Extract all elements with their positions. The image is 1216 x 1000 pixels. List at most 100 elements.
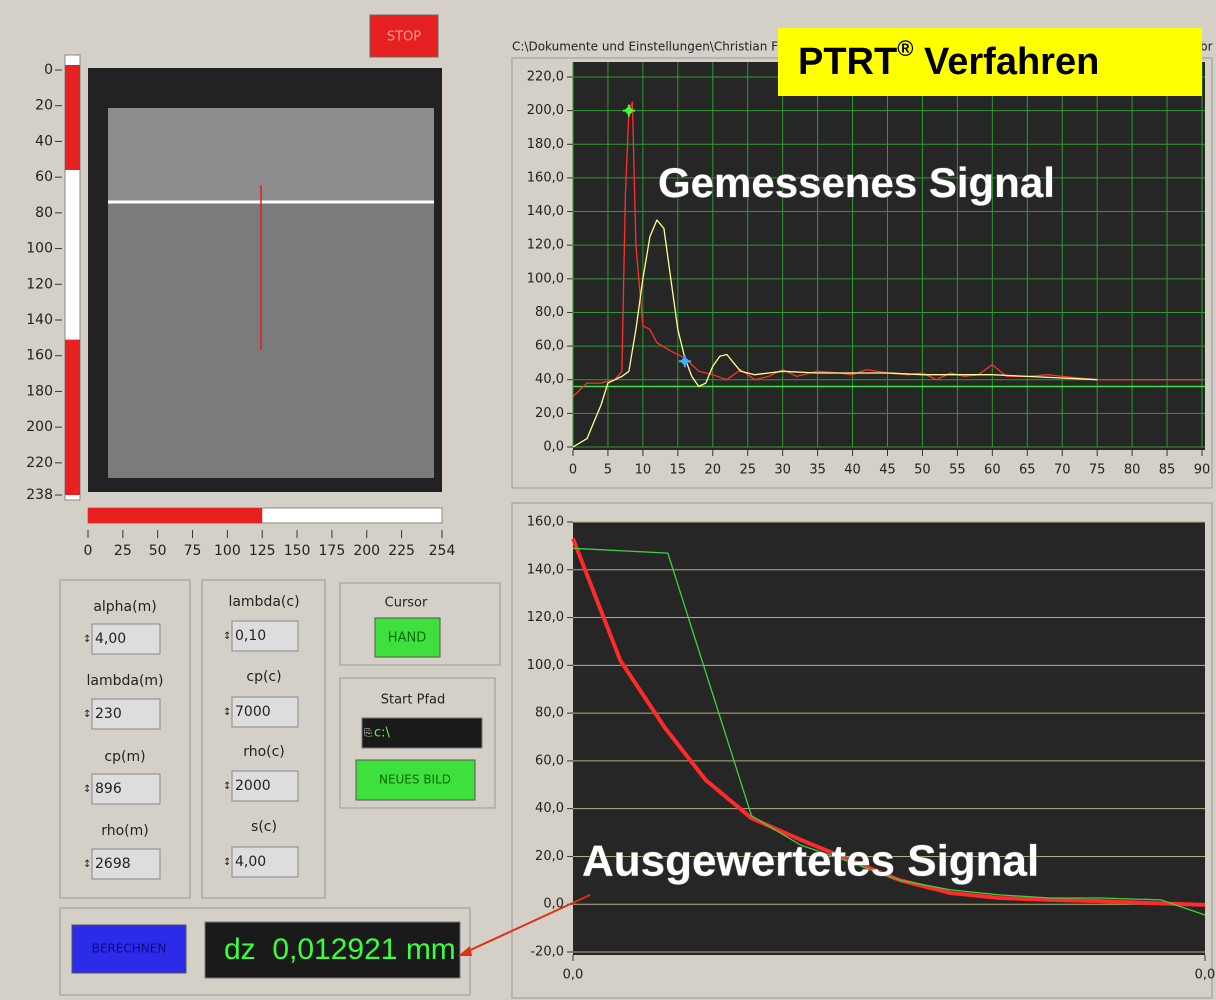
- x-tick-label: 80: [1124, 463, 1141, 478]
- x-tick-label: 45: [879, 463, 896, 478]
- v-scale-label: 60: [35, 169, 53, 185]
- v-scale-label: 200: [26, 419, 53, 435]
- y-tick-label: 100,0: [527, 658, 564, 673]
- x-tick-label: 40: [844, 463, 861, 478]
- x-tick-label: 70: [1054, 463, 1071, 478]
- v-scale-label: 120: [26, 276, 53, 292]
- h-scale-label: 150: [284, 543, 311, 559]
- param-value: 2000: [235, 778, 271, 794]
- y-tick-label: 60,0: [535, 339, 564, 354]
- y-tick-label: 120,0: [527, 610, 564, 625]
- param-value: 230: [95, 706, 122, 722]
- v-scale-label: 160: [26, 348, 53, 364]
- param-label: alpha(m): [93, 599, 156, 615]
- x-tick-label: 0,0: [1195, 968, 1216, 983]
- y-tick-label: 100,0: [527, 271, 564, 286]
- h-scale-label: 254: [429, 543, 456, 559]
- y-tick-label: 180,0: [527, 137, 564, 152]
- v-scale-label: 100: [26, 241, 53, 257]
- x-tick-label: 85: [1159, 463, 1176, 478]
- y-tick-label: -20,0: [530, 945, 564, 960]
- y-tick-label: 160,0: [527, 170, 564, 185]
- h-scale-label: 125: [249, 543, 276, 559]
- param-label: cp(c): [246, 669, 281, 685]
- y-tick-label: 160,0: [527, 515, 564, 530]
- h-scale-label: 75: [184, 543, 202, 559]
- y-tick-label: 140,0: [527, 204, 564, 219]
- h-scale-label: 100: [214, 543, 241, 559]
- spinner: ↕: [83, 859, 91, 870]
- x-tick-label: 20: [705, 463, 722, 478]
- screen: STOP Cursor HAND Start Pfad ⎘ c:\ NEUES …: [0, 0, 1216, 1000]
- spinner: ↕: [223, 781, 231, 792]
- overlay-top: Gemessenes Signal: [658, 159, 1055, 206]
- x-tick-label: 15: [670, 463, 687, 478]
- v-scale-label: 0: [44, 62, 53, 78]
- x-tick-label: 0,0: [563, 968, 584, 983]
- param-label: lambda(c): [228, 594, 299, 610]
- x-tick-label: 0: [569, 463, 577, 478]
- plot-area: [573, 522, 1205, 955]
- x-tick-label: 5: [604, 463, 612, 478]
- h-scale-label: 200: [353, 543, 380, 559]
- x-tick-label: 65: [1019, 463, 1036, 478]
- y-tick-label: 80,0: [535, 305, 564, 320]
- x-tick-label: 25: [739, 463, 756, 478]
- y-tick-label: 220,0: [527, 70, 564, 85]
- x-tick-label: 35: [809, 463, 826, 478]
- slider-fill: [65, 65, 80, 170]
- param-label: lambda(m): [86, 673, 163, 689]
- v-scale-label: 180: [26, 383, 53, 399]
- x-tick-label: 30: [774, 463, 791, 478]
- x-tick-label: 10: [635, 463, 652, 478]
- result-text: dz 0,012921 mm: [224, 933, 456, 966]
- overlay-bottom: Ausgewertetes Signal: [582, 837, 1039, 886]
- x-tick-label: 75: [1089, 463, 1106, 478]
- param-label: s(c): [251, 819, 277, 835]
- param-value: 896: [95, 781, 122, 797]
- spinner: ↕: [83, 784, 91, 795]
- y-tick-label: 40,0: [535, 801, 564, 816]
- cursor-label: Cursor: [385, 596, 428, 611]
- v-scale-label: 40: [35, 133, 53, 149]
- param-label: rho(m): [101, 823, 149, 839]
- x-tick-label: 50: [914, 463, 931, 478]
- v-scale-label: 238: [26, 487, 53, 503]
- v-scale-label: 220: [26, 455, 53, 471]
- cursor-dot: [625, 107, 632, 114]
- banner-word: PTRT: [798, 41, 897, 83]
- v-scale-label: 20: [35, 98, 53, 114]
- path-value: c:\: [374, 726, 391, 741]
- cursor-dot: [681, 358, 688, 365]
- param-value: 7000: [235, 704, 271, 720]
- param-label: rho(c): [243, 744, 285, 760]
- y-tick-label: 40,0: [535, 372, 564, 387]
- stop-label: STOP: [387, 30, 421, 45]
- y-tick-label: 200,0: [527, 103, 564, 118]
- h-scale-label: 25: [114, 543, 132, 559]
- h-scale-label: 50: [149, 543, 167, 559]
- x-tick-label: 60: [984, 463, 1001, 478]
- v-scale-label: 80: [35, 205, 53, 221]
- param-value: 4,00: [235, 854, 266, 870]
- new-image-label: NEUES BILD: [379, 773, 451, 787]
- y-tick-label: 80,0: [535, 706, 564, 721]
- slider-fill: [88, 508, 262, 523]
- spinner: ↕: [223, 857, 231, 868]
- page: STOP Cursor HAND Start Pfad ⎘ c:\ NEUES …: [0, 0, 1216, 1000]
- banner-mark: ®: [897, 36, 913, 61]
- x-tick-label: 55: [949, 463, 966, 478]
- banner-title: PTRT® Verfahren: [798, 36, 1099, 83]
- y-tick-label: 0,0: [543, 440, 564, 455]
- y-tick-label: 60,0: [535, 753, 564, 768]
- y-tick-label: 120,0: [527, 238, 564, 253]
- hand-label: HAND: [388, 631, 426, 646]
- param-label: cp(m): [104, 749, 145, 765]
- banner-word: Verfahren: [913, 41, 1099, 83]
- x-tick-label: 90: [1194, 463, 1211, 478]
- h-scale-label: 0: [84, 543, 93, 559]
- h-scale-label: 225: [388, 543, 415, 559]
- y-tick-label: 20,0: [535, 849, 564, 864]
- y-tick-label: 140,0: [527, 562, 564, 577]
- svg-text:⎘: ⎘: [364, 728, 372, 739]
